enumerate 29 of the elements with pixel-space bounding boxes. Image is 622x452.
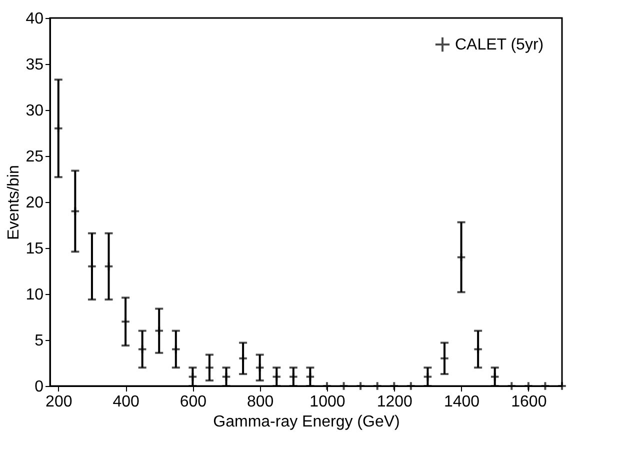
x-tick-label: 200 — [46, 394, 72, 410]
point — [524, 381, 534, 391]
point — [506, 381, 517, 391]
y-axis-title: Events/bin — [6, 165, 23, 240]
point — [338, 381, 349, 391]
y-tick-label: 5 — [34, 332, 44, 350]
x-tick-label: 1200 — [376, 394, 413, 410]
x-axis-title: Gamma-ray Energy (GeV) — [213, 414, 400, 430]
y-tick-label: 35 — [26, 56, 44, 74]
y-tick-label: 10 — [26, 286, 44, 304]
y-tick-label: 20 — [26, 194, 44, 212]
x-tick-label: 1600 — [511, 394, 547, 410]
x-tick-label: 600 — [180, 394, 207, 410]
point — [356, 381, 366, 391]
y-tick-label: 40 — [26, 10, 44, 28]
point — [406, 381, 416, 391]
y-tick-label: 0 — [34, 378, 44, 396]
y-tick-label: 25 — [26, 148, 44, 166]
x-tick-label: 400 — [112, 394, 140, 410]
point — [322, 381, 332, 391]
legend-label: CALET (5yr) — [455, 36, 544, 54]
point — [540, 381, 550, 391]
x-tick-label: 800 — [246, 394, 274, 410]
x-tick-label: 1400 — [444, 394, 480, 410]
point — [372, 381, 382, 391]
y-tick-label: 30 — [26, 102, 44, 120]
y-tick-label: 15 — [26, 240, 44, 258]
point — [389, 381, 400, 391]
x-tick-label: 1000 — [310, 394, 346, 410]
